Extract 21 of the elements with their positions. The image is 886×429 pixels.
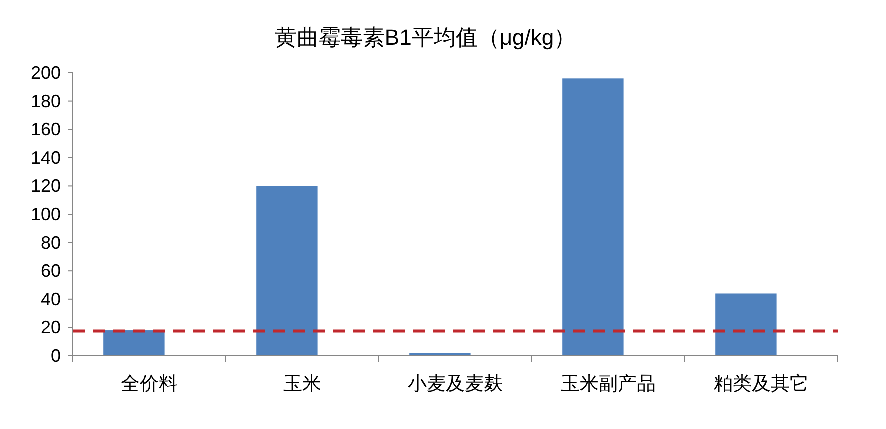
bar <box>716 294 777 356</box>
y-tick-label: 40 <box>40 289 61 310</box>
x-tick-label: 小麦及麦麸 <box>408 374 503 395</box>
bar <box>256 186 318 356</box>
y-tick-label: 200 <box>30 63 61 83</box>
y-tick-label: 140 <box>30 148 61 168</box>
x-tick-label: 粕类及其它 <box>714 373 809 395</box>
y-tick-label: 60 <box>40 261 61 282</box>
y-tick-label: 160 <box>30 120 61 140</box>
bar <box>562 78 624 356</box>
y-tick-label: 180 <box>30 91 61 112</box>
bar <box>104 330 165 356</box>
x-tick-label: 玉米 <box>284 374 322 395</box>
y-tick-label: 0 <box>50 346 61 366</box>
x-tick-label: 玉米副产品 <box>561 374 656 395</box>
y-tick-label: 100 <box>30 204 61 224</box>
y-tick-label: 20 <box>40 318 61 338</box>
y-tick-label: 80 <box>40 232 61 253</box>
chart-title: 黄曲霉毒素B1平均值（μg/kg） <box>274 25 576 50</box>
x-tick-label: 全价料 <box>121 374 178 395</box>
y-tick-label: 120 <box>30 176 61 196</box>
